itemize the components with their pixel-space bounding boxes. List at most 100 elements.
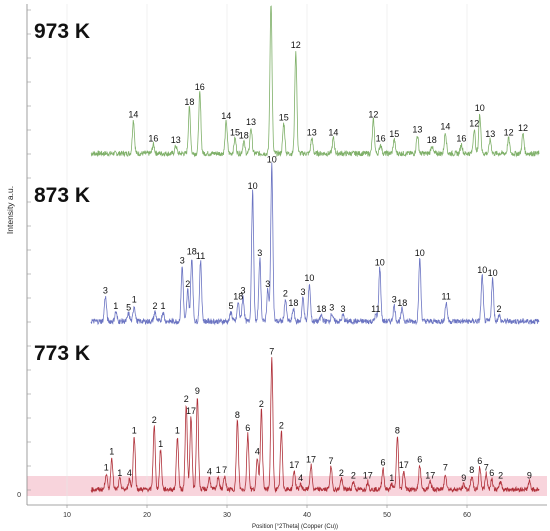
series-line-973-K bbox=[90, 5, 540, 158]
x-tick-label: 50 bbox=[383, 512, 391, 519]
peak-label: 6 bbox=[245, 423, 250, 433]
peak-label: 12 bbox=[504, 127, 514, 137]
peak-label: 16 bbox=[376, 133, 386, 143]
peak-label: 17 bbox=[363, 470, 373, 480]
peak-label: 1 bbox=[132, 295, 137, 305]
peak-label: 2 bbox=[152, 301, 157, 311]
peak-label: 3 bbox=[240, 285, 245, 295]
peak-label: 10 bbox=[248, 181, 258, 191]
series-layer bbox=[90, 5, 540, 494]
y-axis-label: Intensity a.u. bbox=[5, 186, 15, 234]
peak-label: 1 bbox=[132, 426, 137, 436]
peak-label: 1 bbox=[109, 447, 114, 457]
peak-label: 4 bbox=[207, 467, 212, 477]
peak-label: 1 bbox=[158, 439, 163, 449]
panel-label: 773 K bbox=[34, 342, 90, 365]
peak-label: 1 bbox=[216, 465, 221, 475]
peak-label: 9 bbox=[527, 470, 532, 480]
peak-label: 7 bbox=[269, 346, 274, 356]
peak-label: 18 bbox=[239, 130, 249, 140]
peak-label: 18 bbox=[427, 135, 437, 145]
peak-label: 4 bbox=[127, 468, 132, 478]
peak-label: 13 bbox=[266, 0, 276, 1]
series-line-873-K bbox=[90, 162, 540, 326]
peak-label: 12 bbox=[469, 118, 479, 128]
peak-label: 3 bbox=[392, 295, 397, 305]
peak-label: 12 bbox=[291, 40, 301, 50]
peak-label: 18 bbox=[397, 298, 407, 308]
peak-label: 14 bbox=[328, 127, 338, 137]
peak-label: 1 bbox=[104, 463, 109, 473]
peak-label: 8 bbox=[469, 465, 474, 475]
x-axis-label: Position [°2Theta] (Copper (Cu)) bbox=[252, 524, 338, 530]
peak-label: 10 bbox=[477, 265, 487, 275]
peak-label: 16 bbox=[148, 133, 158, 143]
peak-label: 3 bbox=[340, 304, 345, 314]
peak-label: 1 bbox=[389, 473, 394, 483]
panel-label: 873 K bbox=[34, 184, 90, 207]
peak-label: 14 bbox=[128, 109, 138, 119]
peak-label: 18 bbox=[184, 97, 194, 107]
peak-label: 2 bbox=[185, 279, 190, 289]
peak-label: 18 bbox=[233, 292, 243, 302]
peak-label: 10 bbox=[488, 268, 498, 278]
peak-label: 7 bbox=[484, 463, 489, 473]
peak-label: 17 bbox=[399, 460, 409, 470]
peak-label: 3 bbox=[300, 287, 305, 297]
peak-label: 11 bbox=[442, 292, 451, 302]
peak-label: 17 bbox=[289, 460, 299, 470]
peak-label: 7 bbox=[222, 465, 227, 475]
peak-label: 18 bbox=[288, 298, 298, 308]
peak-label: 11 bbox=[196, 251, 205, 261]
peak-label: 10 bbox=[304, 273, 314, 283]
peak-label: 3 bbox=[103, 285, 108, 295]
baseline-band-layer bbox=[27, 476, 547, 496]
axes: 10 20 30 40 50 60 0 bbox=[17, 4, 547, 519]
grid-layer bbox=[66, 4, 468, 505]
peak-label: 2 bbox=[152, 415, 157, 425]
peak-label: 2 bbox=[351, 470, 356, 480]
peak-label: 13 bbox=[307, 127, 317, 137]
peak-label: 15 bbox=[279, 112, 289, 122]
baseline-band bbox=[27, 476, 547, 496]
x-tick-label: 60 bbox=[463, 512, 471, 519]
peak-label: 13 bbox=[246, 117, 256, 127]
x-tick-label: 30 bbox=[223, 512, 231, 519]
peak-label: 6 bbox=[380, 457, 385, 467]
peak-label: 12 bbox=[518, 123, 528, 133]
peak-label: 16 bbox=[456, 133, 466, 143]
peak-label: 4 bbox=[255, 447, 260, 457]
peak-label: 9 bbox=[195, 386, 200, 396]
peak-label: 3 bbox=[265, 279, 270, 289]
peak-label: 9 bbox=[461, 473, 466, 483]
peak-label: 17 bbox=[425, 470, 435, 480]
peak-label: 7 bbox=[443, 463, 448, 473]
peak-label: 10 bbox=[475, 103, 485, 113]
peak-label: 12 bbox=[368, 109, 378, 119]
peak-label: 2 bbox=[339, 468, 344, 478]
peak-label: 17 bbox=[306, 455, 316, 465]
peak-label: 10 bbox=[415, 248, 425, 258]
peak-label-layer: 973 K14161318161415181313151213141216151… bbox=[34, 0, 532, 483]
peak-label: 7 bbox=[328, 456, 333, 466]
peak-label: 1 bbox=[113, 301, 118, 311]
peak-label: 13 bbox=[412, 124, 422, 134]
peak-label: 2 bbox=[496, 304, 501, 314]
series-line-773-K bbox=[90, 357, 540, 494]
peak-label: 10 bbox=[267, 154, 277, 164]
peak-label: 5 bbox=[126, 303, 131, 313]
peak-label: 6 bbox=[417, 455, 422, 465]
peak-label: 13 bbox=[171, 135, 181, 145]
peak-label: 10 bbox=[375, 257, 385, 267]
peak-label: 5 bbox=[228, 301, 233, 311]
peak-label: 18 bbox=[316, 304, 326, 314]
peak-label: 1 bbox=[117, 468, 122, 478]
peak-label: 6 bbox=[489, 468, 494, 478]
y-tick-label: 0 bbox=[17, 492, 21, 499]
peak-label: 4 bbox=[298, 473, 303, 483]
peak-label: 14 bbox=[221, 111, 231, 121]
peak-label: 18 bbox=[187, 246, 197, 256]
peak-label: 8 bbox=[235, 410, 240, 420]
